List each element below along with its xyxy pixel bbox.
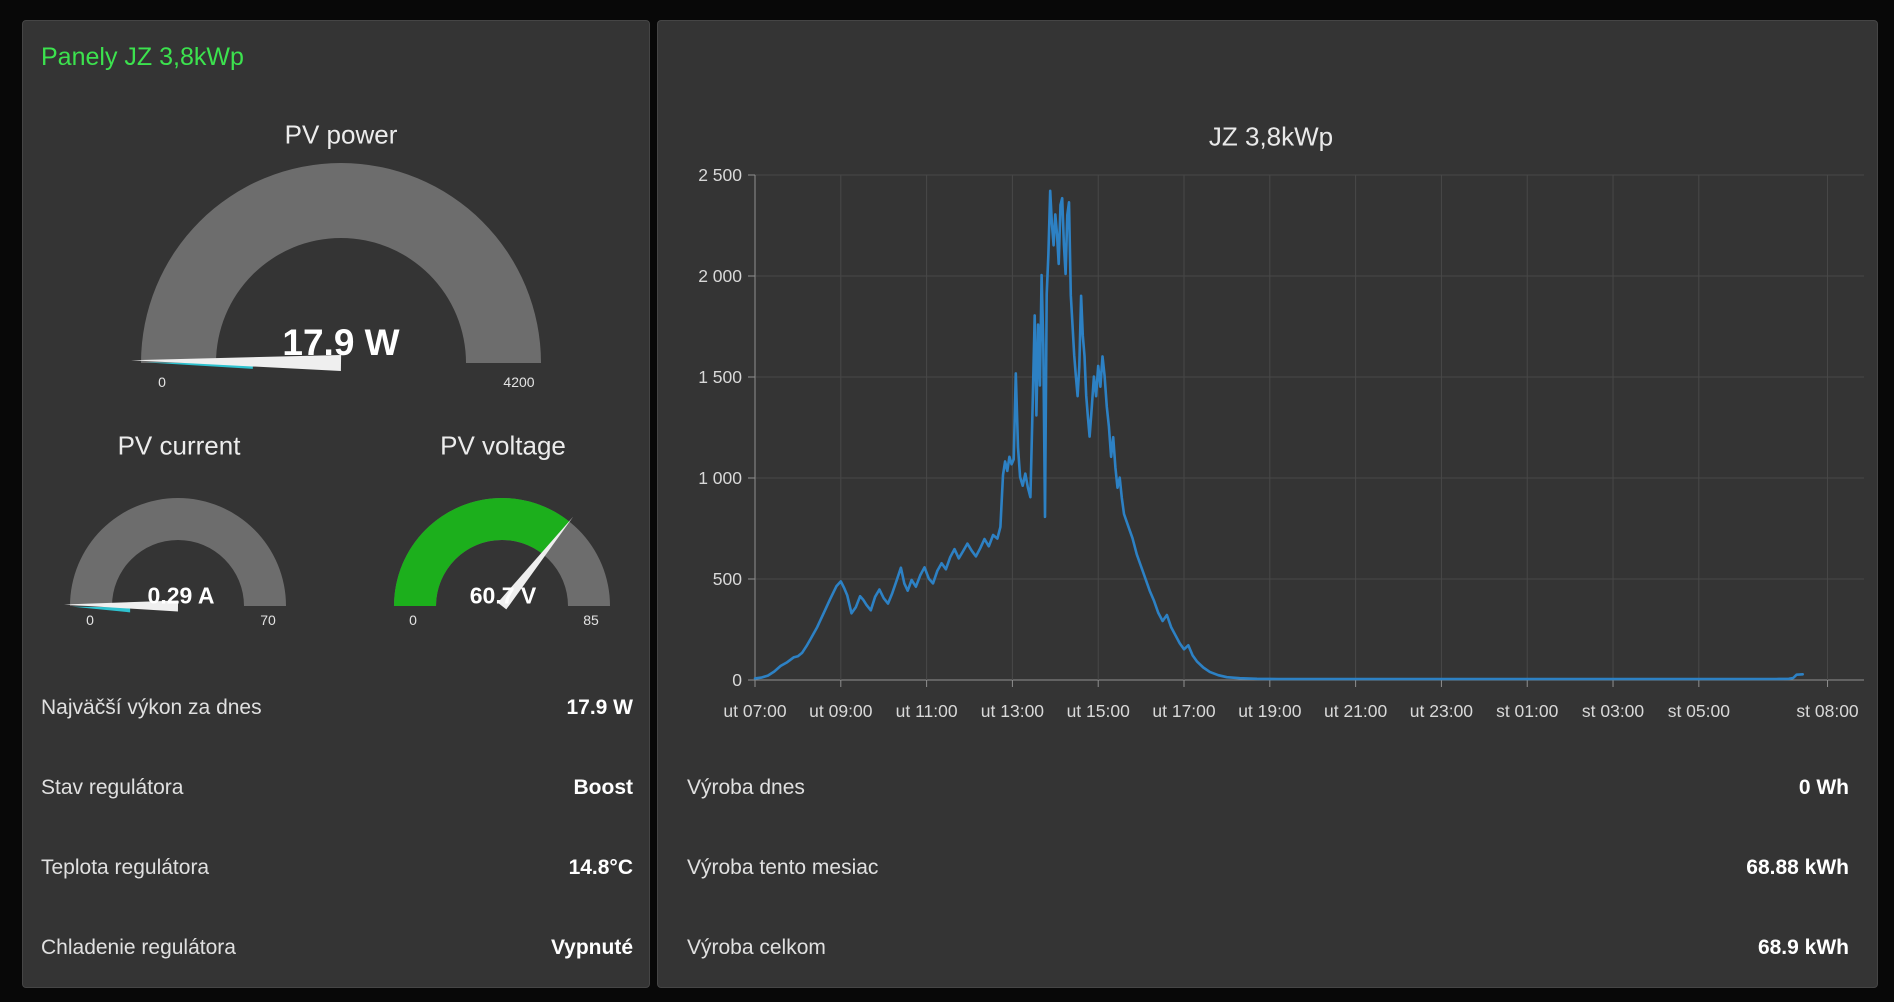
- production-chart[interactable]: 0 500 1 000 1 500 2 000 2 500 ut 07:00 ut 09:00…: [658, 21, 1879, 761]
- y-tick-label: 500: [713, 569, 742, 589]
- x-tick-label: st 01:00: [1496, 701, 1559, 721]
- row-label: Výroba tento mesiac: [687, 856, 879, 879]
- production-chart-card: JZ 3,8kWp 0 500 1 000 1 500 2 000 2 500 ut 07:…: [657, 20, 1878, 988]
- x-tick-label: st 05:00: [1668, 701, 1731, 721]
- row-value: 14.8°C: [568, 856, 633, 879]
- pv-voltage-gauge[interactable]: [394, 498, 610, 610]
- pv-current-gauge-min: 0: [86, 612, 94, 628]
- row-value: 68.88 kWh: [1746, 856, 1849, 879]
- pv-current-gauge-value[interactable]: 0.29 A: [147, 582, 215, 609]
- x-tick-label: ut 11:00: [896, 701, 958, 721]
- pv-power-gauge-label: PV power: [284, 119, 398, 150]
- pv-voltage-gauge-value[interactable]: 60.7 V: [469, 582, 537, 609]
- row-label: Stav regulátora: [41, 776, 184, 799]
- pv-voltage-gauge-label: PV voltage: [440, 430, 566, 461]
- row-max-power-today[interactable]: Najväčší výkon za dnes 17.9 W: [23, 680, 649, 736]
- y-tick-label: 2 500: [698, 165, 742, 185]
- x-tick-label: ut 23:00: [1410, 701, 1474, 721]
- pv-voltage-needle: [497, 516, 574, 610]
- x-tick-label: ut 19:00: [1238, 701, 1302, 721]
- row-production-today[interactable]: Výroba dnes 0 Wh: [658, 760, 1877, 816]
- row-value: Boost: [573, 776, 634, 799]
- pv-power-gauge-value[interactable]: 17.9 W: [282, 322, 400, 363]
- x-tick-label: ut 15:00: [1067, 701, 1131, 721]
- x-tick-label: ut 13:00: [981, 701, 1045, 721]
- pv-power-gauge[interactable]: [131, 163, 541, 371]
- row-value: 68.9 kWh: [1757, 936, 1849, 959]
- pv-power-gauge-min: 0: [158, 374, 166, 390]
- pv-current-gauge-label: PV current: [117, 430, 241, 461]
- row-value: 17.9 W: [566, 696, 633, 719]
- pv-power-needle: [131, 355, 342, 371]
- pv-current-needle: [64, 600, 179, 612]
- pv-power-gauge-max: 4200: [503, 374, 535, 390]
- pv-production-series: [753, 189, 1804, 681]
- y-tick-label: 1 500: [698, 367, 742, 387]
- row-label: Teplota regulátora: [41, 856, 210, 879]
- x-tick-label: st 03:00: [1582, 701, 1645, 721]
- row-value: 0 Wh: [1798, 776, 1849, 799]
- x-tick-label: ut 21:00: [1324, 701, 1388, 721]
- x-tick-label: ut 07:00: [723, 701, 787, 721]
- row-label: Chladenie regulátora: [41, 936, 236, 959]
- row-regulator-cooling[interactable]: Chladenie regulátora Vypnuté: [23, 920, 649, 976]
- pv-voltage-gauge-max: 85: [583, 612, 599, 628]
- y-tick-label: 0: [732, 670, 742, 690]
- row-regulator-temperature[interactable]: Teplota regulátora 14.8°C: [23, 840, 649, 896]
- row-regulator-state[interactable]: Stav regulátora Boost: [23, 760, 649, 816]
- row-production-month[interactable]: Výroba tento mesiac 68.88 kWh: [658, 840, 1877, 896]
- pv-current-gauge[interactable]: [64, 498, 286, 613]
- y-tick-label: 1 000: [698, 468, 742, 488]
- row-label: Výroba celkom: [687, 936, 826, 959]
- card-title: Panely JZ 3,8kWp: [41, 43, 244, 71]
- pv-voltage-gauge-min: 0: [409, 612, 417, 628]
- row-label: Najväčší výkon za dnes: [41, 696, 262, 719]
- x-tick-label: st 08:00: [1796, 701, 1859, 721]
- row-value: Vypnuté: [550, 936, 633, 959]
- x-tick-label: ut 17:00: [1152, 701, 1216, 721]
- row-production-total[interactable]: Výroba celkom 68.9 kWh: [658, 920, 1877, 976]
- y-tick-label: 2 000: [698, 266, 742, 286]
- row-label: Výroba dnes: [687, 776, 805, 799]
- solar-panel-card: Panely JZ 3,8kWp PV power 17.9 W 0 4200 …: [22, 20, 650, 988]
- x-tick-label: ut 09:00: [809, 701, 873, 721]
- pv-current-gauge-max: 70: [260, 612, 276, 628]
- gauges-canvas: [64, 163, 610, 613]
- chart-title: JZ 3,8kWp: [1208, 121, 1334, 152]
